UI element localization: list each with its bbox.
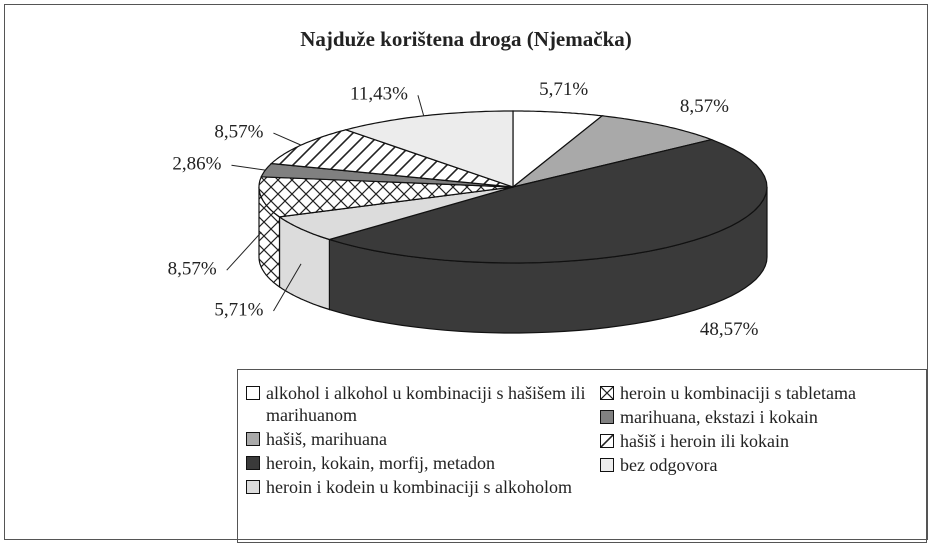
legend-swatch [246, 480, 260, 494]
legend-swatch [600, 458, 614, 472]
slice [512, 110, 604, 189]
legend-item: hašiš i heroin ili kokain [600, 430, 920, 452]
chart: Najduže korištena droga (Njemačka) 5,71%… [168, 27, 768, 340]
slice [277, 186, 514, 241]
legend-swatch-box [600, 386, 614, 400]
legend-item: hašiš, marihuana [246, 428, 586, 450]
legend-label: heroin, kokain, morfij, metadon [266, 453, 495, 473]
chart-title: Najduže korištena droga (Njemačka) [300, 27, 632, 51]
legend: alkohol i alkohol u kombinaciji s hašiše… [237, 369, 927, 543]
legend-swatch-box [600, 458, 614, 472]
legend-swatch-box [600, 434, 614, 448]
leader-line [226, 231, 262, 271]
data-label: 8,57% [168, 259, 217, 280]
legend-item: bez odgovora [600, 454, 920, 476]
leader-line [273, 132, 302, 146]
legend-label: heroin u kombinaciji s tabletama [620, 383, 856, 403]
data-label: 11,43% [350, 84, 408, 105]
legend-item: heroin, kokain, morfij, metadon [246, 452, 586, 474]
legend-swatch-box [600, 410, 614, 424]
leader-line [231, 164, 266, 171]
legend-swatch [246, 386, 260, 400]
legend-swatch-box [246, 386, 260, 400]
legend-label: alkohol i alkohol u kombinaciji s hašiše… [266, 383, 586, 425]
data-label: 5,71% [214, 299, 263, 320]
legend-swatch [246, 456, 260, 470]
legend-label: bez odgovora [620, 455, 718, 475]
legend-item: heroin i kodein u kombinaciji s alkoholo… [246, 476, 586, 498]
legend-swatch [246, 432, 260, 446]
legend-item: marihuana, ekstazi i kokain [600, 406, 920, 428]
leader-line [273, 263, 302, 312]
slice [258, 176, 514, 218]
legend-label: heroin i kodein u kombinaciji s alkoholo… [266, 477, 572, 497]
slice [512, 115, 714, 188]
legend-swatch-box [246, 432, 260, 446]
legend-swatch-box [246, 456, 260, 470]
data-label: 5,71% [539, 79, 588, 100]
legend-swatch [600, 410, 614, 424]
data-label: 8,57% [680, 96, 729, 117]
legend-swatch-box [246, 480, 260, 494]
legend-label: hašiš i heroin ili kokain [620, 431, 789, 451]
data-label: 48,57% [700, 319, 759, 340]
leader-line [417, 95, 425, 116]
legend-swatch [600, 386, 614, 400]
legend-item: heroin u kombinaciji s tabletama [600, 382, 920, 404]
legend-swatch [600, 434, 614, 448]
legend-label: hašiš, marihuana [266, 429, 387, 449]
slice [327, 138, 768, 264]
data-label: 8,57% [214, 121, 263, 142]
data-label: 2,86% [172, 154, 221, 175]
frame: Najduže korištena droga (Njemačka) 5,71%… [4, 4, 928, 543]
legend-label: marihuana, ekstazi i kokain [620, 407, 818, 427]
legend-item: alkohol i alkohol u kombinaciji s hašiše… [246, 382, 586, 426]
